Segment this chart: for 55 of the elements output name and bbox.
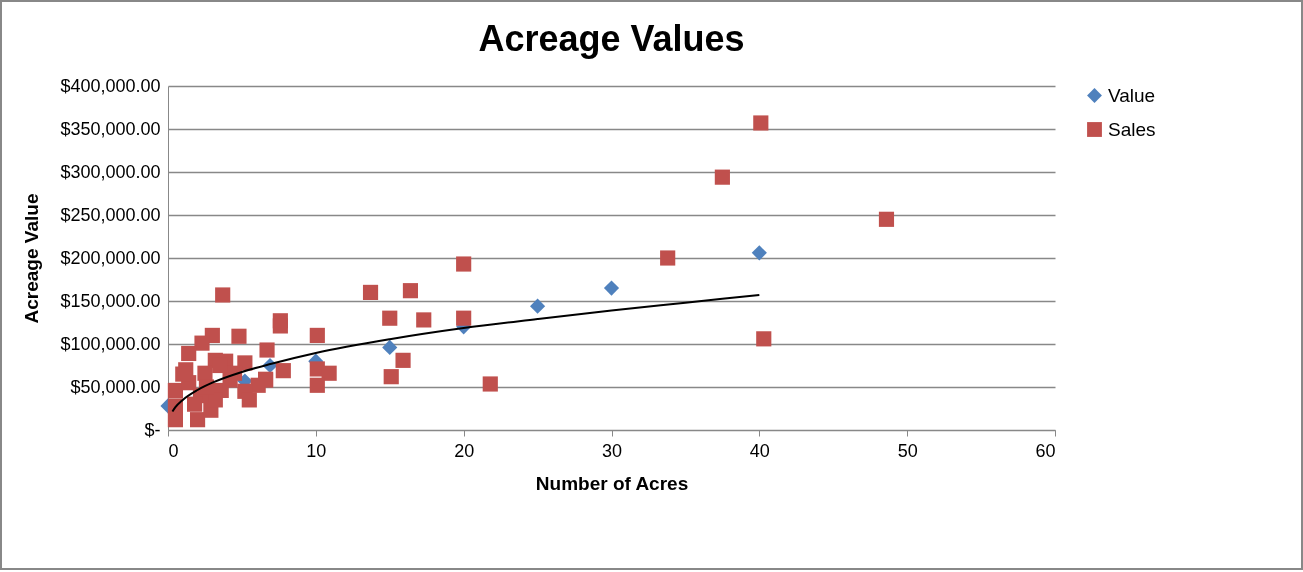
- point: [167, 412, 183, 428]
- point: [456, 310, 472, 326]
- point: [382, 310, 398, 326]
- y-tick-label: $300,000.00: [60, 161, 161, 182]
- y-tick-label: $200,000.00: [60, 247, 161, 268]
- point: [383, 369, 399, 385]
- x-tick-label: 50: [897, 440, 918, 461]
- point: [309, 377, 325, 393]
- point: [272, 318, 288, 334]
- x-tick-label: 60: [1035, 440, 1056, 461]
- point: [231, 328, 247, 344]
- y-tick-label: $50,000.00: [70, 376, 161, 397]
- point: [714, 169, 730, 185]
- y-tick-label: $350,000.00: [60, 118, 161, 139]
- point: [395, 352, 411, 368]
- y-tick-label: $100,000.00: [60, 333, 161, 354]
- y-tick-label: $150,000.00: [60, 290, 161, 311]
- x-tick-label: 30: [601, 440, 623, 461]
- point: [751, 245, 767, 261]
- y-tick-label: $250,000.00: [60, 204, 161, 225]
- point: [321, 365, 337, 381]
- point: [194, 335, 210, 351]
- point: [362, 284, 379, 300]
- y-axis-title: Acreage Value: [21, 193, 43, 324]
- legend-label: Value: [1108, 84, 1156, 106]
- y-tick-label: $-: [144, 419, 161, 440]
- point: [215, 287, 231, 303]
- point: [878, 211, 895, 227]
- point: [603, 280, 620, 296]
- point: [259, 342, 275, 358]
- point: [416, 312, 432, 328]
- point: [275, 363, 291, 379]
- point: [753, 115, 769, 131]
- x-axis-title: Number of Acres: [535, 472, 689, 494]
- point: [660, 250, 676, 266]
- x-tick-label: 20: [454, 440, 475, 461]
- point: [402, 283, 419, 299]
- x-tick-label: 0: [168, 440, 179, 461]
- point: [187, 396, 203, 412]
- point: [309, 327, 325, 343]
- point: [189, 412, 206, 428]
- point: [207, 392, 223, 408]
- x-tick-label: 10: [306, 440, 327, 461]
- point: [167, 382, 183, 399]
- y-tick-label: $400,000.00: [60, 75, 161, 96]
- chart-title: Acreage Values: [478, 18, 745, 59]
- legend-label: Sales: [1108, 118, 1156, 140]
- point: [382, 339, 398, 356]
- point: [756, 331, 772, 347]
- point: [482, 376, 498, 392]
- point: [456, 256, 472, 272]
- x-tick-label: 40: [749, 440, 770, 461]
- point: [181, 345, 197, 362]
- point: [241, 392, 257, 408]
- point: [530, 298, 546, 314]
